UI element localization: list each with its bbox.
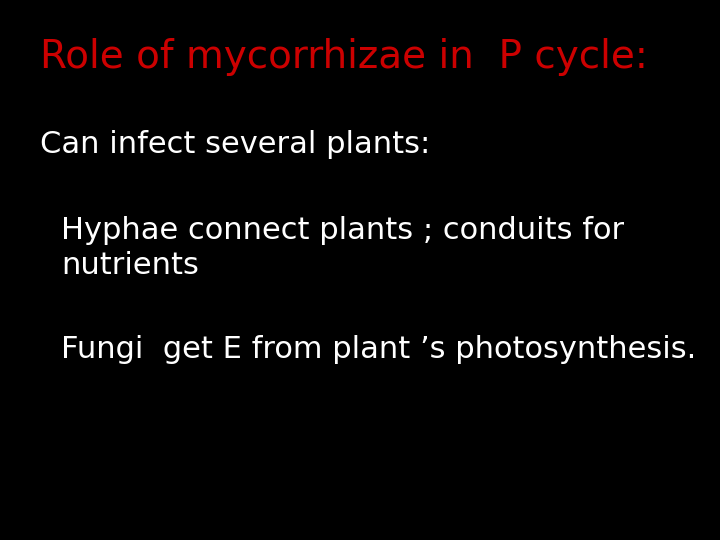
Text: Role of mycorrhizae in  P cycle:: Role of mycorrhizae in P cycle: bbox=[40, 38, 647, 76]
Text: Fungi  get E from plant ’s photosynthesis.: Fungi get E from plant ’s photosynthesis… bbox=[61, 335, 696, 364]
Text: Can infect several plants:: Can infect several plants: bbox=[40, 130, 430, 159]
Text: Hyphae connect plants ; conduits for
nutrients: Hyphae connect plants ; conduits for nut… bbox=[61, 216, 624, 280]
